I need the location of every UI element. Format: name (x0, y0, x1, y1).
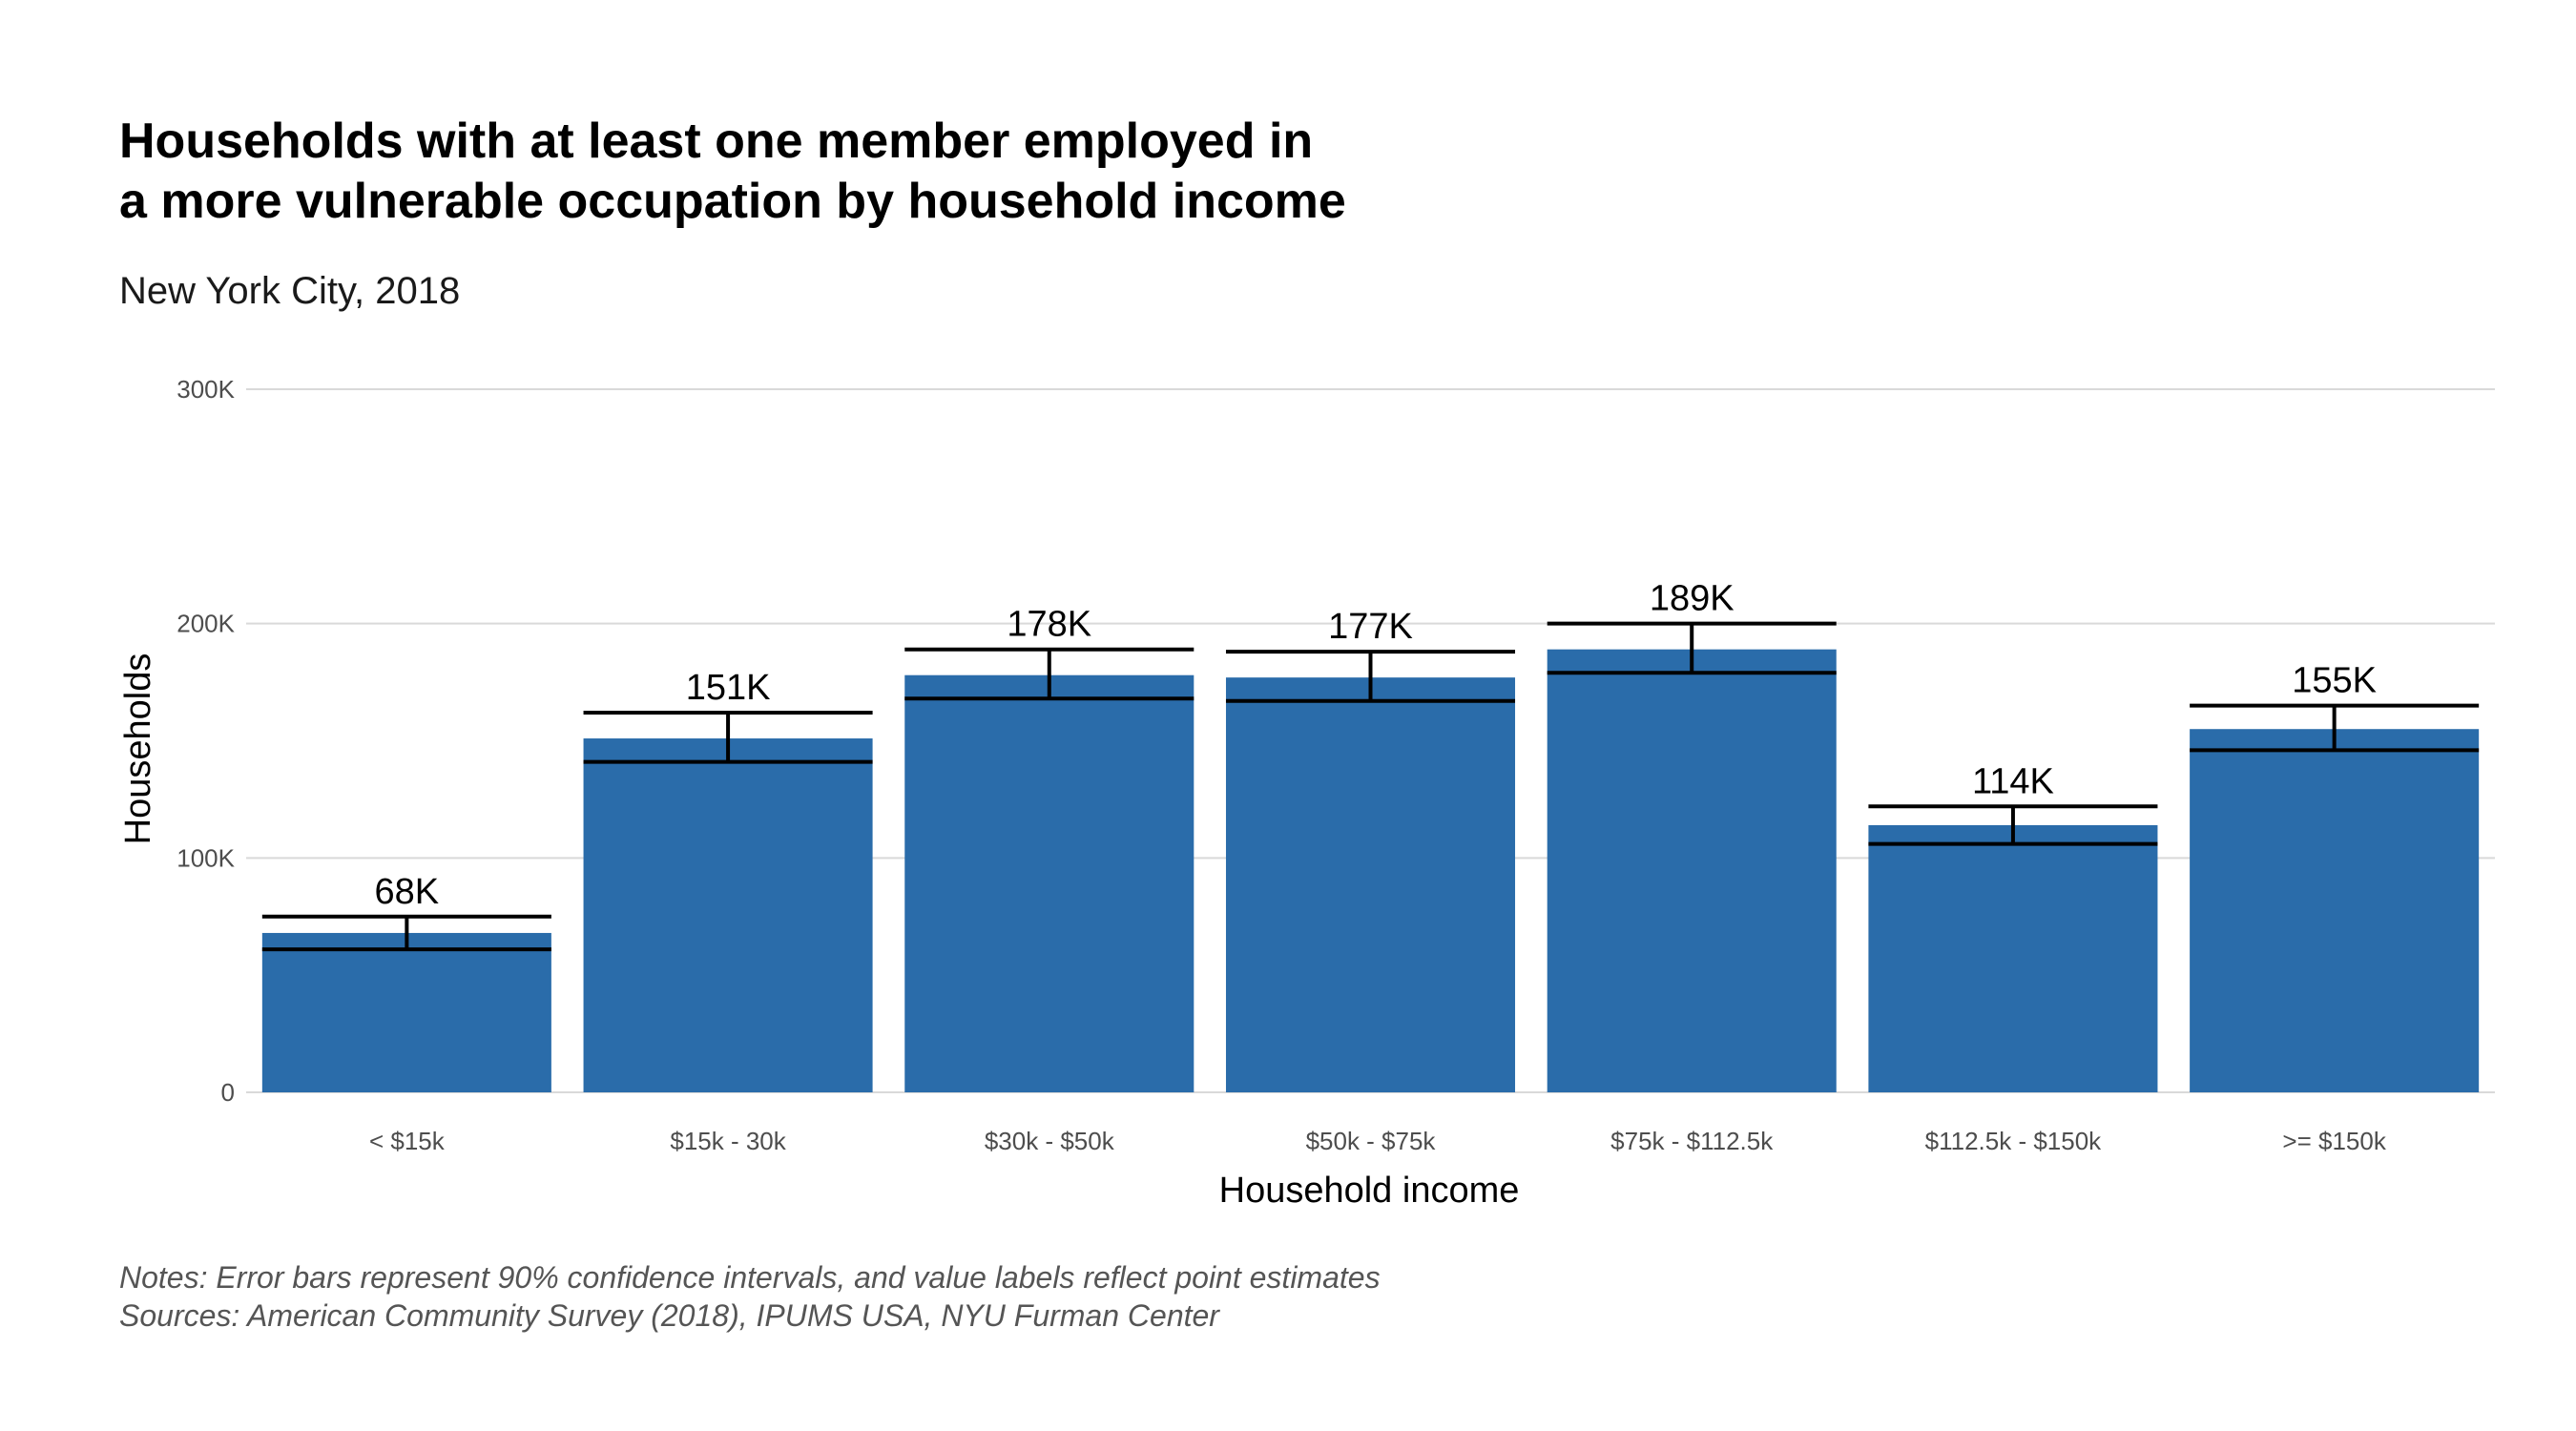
x-tick-label-4: $75k - $112.5k (1610, 1127, 1774, 1155)
caption-sources: Sources: American Community Survey (2018… (119, 1298, 1220, 1333)
x-tick-label-6: >= $150k (2282, 1127, 2386, 1155)
x-tick-label-2: $30k - $50k (985, 1127, 1115, 1155)
chart-subtitle: New York City, 2018 (119, 270, 460, 312)
x-axis-title: Household income (1219, 1171, 1520, 1211)
value-label-4: 189K (1650, 579, 1735, 619)
bars (261, 649, 2480, 1092)
value-label-5: 114K (1972, 761, 2054, 801)
error-bars (261, 621, 2480, 952)
bar-2 (904, 674, 1195, 1092)
x-axis-ticks: < $15k $15k - 30k $30k - $50k $50k - $75k $7… (369, 1127, 2387, 1155)
chart-title-line-1: Households with at least one member empl… (119, 114, 1313, 169)
y-axis-ticks: 0 100K 200K 300K (177, 375, 235, 1107)
value-label-2: 178K (1007, 605, 1091, 645)
y-tick-label-2: 200K (177, 610, 235, 638)
error-bar-0 (261, 914, 551, 952)
value-label-0: 68K (375, 872, 440, 912)
error-bar-5 (1868, 804, 2158, 846)
y-tick-label-0: 0 (221, 1078, 235, 1107)
error-bar-1 (583, 711, 873, 764)
y-axis-title: Households (118, 653, 158, 845)
error-bar-6 (2190, 703, 2480, 753)
error-bar-2 (904, 647, 1195, 701)
x-tick-label-1: $15k - 30k (670, 1127, 786, 1155)
value-label-6: 155K (2292, 661, 2377, 701)
bar-5 (1868, 824, 2158, 1092)
bar-0 (261, 932, 551, 1092)
value-label-3: 177K (1328, 607, 1413, 647)
x-tick-label-5: $112.5k - $150k (1925, 1127, 2103, 1155)
x-tick-label-0: < $15k (369, 1127, 446, 1155)
y-tick-label-3: 300K (177, 375, 235, 404)
y-tick-label-1: 100K (177, 843, 235, 872)
bar-6 (2190, 729, 2480, 1092)
bar-3 (1225, 677, 1516, 1092)
error-bar-3 (1225, 650, 1516, 703)
error-bar-4 (1547, 621, 1837, 675)
x-tick-label-3: $50k - $75k (1306, 1127, 1437, 1155)
value-label-1: 151K (686, 668, 771, 708)
value-labels: 68K 151K 178K 177K 189K 114K 155K (375, 579, 2377, 912)
bar-4 (1547, 649, 1837, 1092)
chart-title-line-2: a more vulnerable occupation by househol… (119, 174, 1346, 229)
caption-notes: Notes: Error bars represent 90% confiden… (119, 1260, 1381, 1295)
bar-1 (583, 738, 873, 1092)
